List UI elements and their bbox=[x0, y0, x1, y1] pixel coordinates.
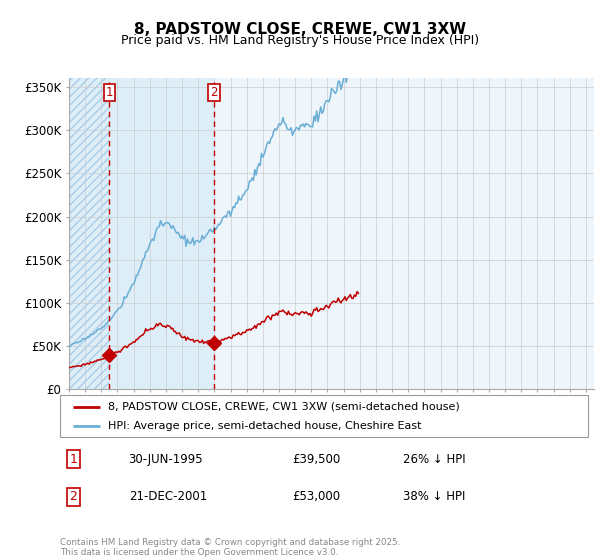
Text: 30-JUN-1995: 30-JUN-1995 bbox=[128, 452, 203, 465]
Bar bbox=[69, 78, 109, 389]
FancyBboxPatch shape bbox=[60, 395, 588, 437]
Text: HPI: Average price, semi-detached house, Cheshire East: HPI: Average price, semi-detached house,… bbox=[107, 421, 421, 431]
Text: 8, PADSTOW CLOSE, CREWE, CW1 3XW (semi-detached house): 8, PADSTOW CLOSE, CREWE, CW1 3XW (semi-d… bbox=[107, 402, 459, 412]
Text: 2: 2 bbox=[210, 86, 217, 99]
Text: £53,000: £53,000 bbox=[292, 491, 340, 503]
Text: 8, PADSTOW CLOSE, CREWE, CW1 3XW: 8, PADSTOW CLOSE, CREWE, CW1 3XW bbox=[134, 22, 466, 38]
Text: 2: 2 bbox=[69, 491, 77, 503]
Bar bbox=[109, 78, 214, 389]
Text: £39,500: £39,500 bbox=[292, 452, 341, 465]
Text: 26% ↓ HPI: 26% ↓ HPI bbox=[403, 452, 466, 465]
Bar bbox=[214, 78, 594, 389]
Text: 1: 1 bbox=[69, 452, 77, 465]
Text: 1: 1 bbox=[106, 86, 113, 99]
Text: Price paid vs. HM Land Registry's House Price Index (HPI): Price paid vs. HM Land Registry's House … bbox=[121, 34, 479, 46]
Text: 21-DEC-2001: 21-DEC-2001 bbox=[128, 491, 207, 503]
Text: 38% ↓ HPI: 38% ↓ HPI bbox=[403, 491, 466, 503]
Text: Contains HM Land Registry data © Crown copyright and database right 2025.
This d: Contains HM Land Registry data © Crown c… bbox=[60, 538, 400, 557]
